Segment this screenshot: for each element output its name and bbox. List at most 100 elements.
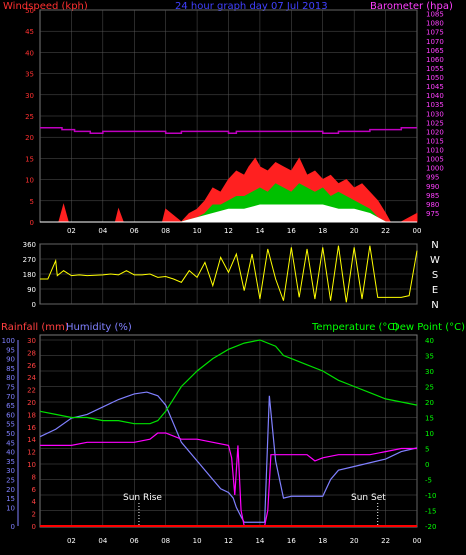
temperature-axis-label: Temperature (°C)	[311, 322, 398, 333]
humidity-tick-label: 0	[11, 523, 15, 531]
thermo-panel-plot	[39, 339, 418, 527]
direction-panel-grid	[40, 243, 418, 305]
hour-tick-label: 18	[318, 227, 327, 235]
rainfall-tick-label: 18	[27, 411, 36, 419]
windspeed-tick-label: 35	[25, 71, 34, 79]
temperature-tick-label: -15	[425, 508, 436, 516]
humidity-tick-label: 100	[2, 337, 15, 345]
barometer-tick-label: 1070	[426, 38, 444, 46]
barometer-tick-label: 1000	[426, 165, 444, 173]
barometer-tick-label: 1020	[426, 128, 444, 136]
rainfall-tick-label: 4	[32, 498, 37, 506]
thermo-panel-ticks: -20-15-10-505101520253035400246810121416…	[2, 337, 437, 545]
hour-tick-label: 20	[350, 537, 359, 545]
hour-tick-label: 16	[287, 227, 296, 235]
direction-tick-label: 270	[23, 256, 36, 264]
barometer-tick-label: 1015	[426, 137, 444, 145]
hour-tick-label: 08	[161, 227, 170, 235]
compass-label: N	[431, 240, 438, 251]
dewpoint-axis-label: Dew Point (°C)	[392, 322, 465, 333]
hour-tick-label: 18	[318, 537, 327, 545]
barometer-tick-label: 975	[426, 210, 439, 218]
temperature-tick-label: -10	[425, 492, 436, 500]
barometer-tick-label: 980	[426, 201, 439, 209]
temperature-tick-label: -5	[425, 477, 432, 485]
humidity-tick-label: 65	[6, 402, 15, 410]
barometer-tick-label: 1035	[426, 101, 444, 109]
windspeed-tick-label: 0	[30, 219, 34, 227]
humidity-tick-label: 95	[6, 346, 15, 354]
humidity-tick-label: 40	[6, 449, 15, 457]
hour-tick-label: 06	[130, 227, 139, 235]
direction-tick-label: 90	[27, 286, 36, 294]
hour-tick-label: 02	[67, 227, 76, 235]
humidity-tick-label: 50	[6, 430, 15, 438]
rainfall-tick-label: 26	[27, 362, 36, 370]
barometer-tick-label: 1060	[426, 56, 444, 64]
temperature-tick-label: 15	[425, 415, 434, 423]
hour-tick-label: 04	[98, 227, 107, 235]
barometer-series	[40, 127, 417, 134]
rainfall-tick-label: 20	[27, 399, 36, 407]
humidity-tick-label: 70	[6, 393, 15, 401]
rainfall-tick-label: 6	[32, 486, 37, 494]
dewpoint-series	[40, 432, 417, 527]
compass-label: E	[432, 285, 438, 296]
rainfall-axis-label: Rainfall (mm)	[1, 322, 69, 333]
barometer-tick-label: 1080	[426, 20, 444, 28]
rainfall-tick-label: 16	[27, 424, 36, 432]
hour-tick-label: 06	[130, 537, 139, 545]
rainfall-tick-label: 8	[32, 473, 36, 481]
hour-tick-label: 02	[67, 537, 76, 545]
wind-direction-series	[40, 245, 418, 303]
temperature-tick-label: 20	[425, 399, 434, 407]
humidity-tick-label: 45	[6, 439, 15, 447]
hour-tick-label: 08	[161, 537, 170, 545]
compass-label: S	[432, 270, 438, 281]
windspeed-tick-label: 20	[25, 134, 34, 142]
humidity-tick-label: 60	[6, 411, 15, 419]
hour-tick-label: 10	[193, 227, 202, 235]
direction-tick-label: 360	[23, 241, 36, 249]
barometer-tick-label: 995	[426, 174, 439, 182]
humidity-tick-label: 80	[6, 374, 15, 382]
hour-tick-label: 04	[98, 537, 107, 545]
rainfall-tick-label: 30	[27, 337, 36, 345]
wind-panel-ticks: 0510152025303540455097598098599099510001…	[25, 7, 444, 235]
hour-tick-label: 16	[287, 537, 296, 545]
windspeed-tick-label: 5	[30, 198, 34, 206]
barometer-tick-label: 1010	[426, 147, 444, 155]
windspeed-tick-label: 45	[25, 28, 34, 36]
humidity-tick-label: 25	[6, 477, 15, 485]
wind-panel-grid	[40, 9, 418, 223]
hour-tick-label: 22	[381, 537, 390, 545]
humidity-tick-label: 35	[6, 458, 15, 466]
rainfall-tick-label: 10	[27, 461, 36, 469]
barometer-tick-label: 1075	[426, 29, 444, 37]
hour-tick-label: 00	[413, 227, 422, 235]
barometer-tick-label: 1040	[426, 92, 444, 100]
rainfall-tick-label: 24	[27, 374, 36, 382]
barometer-tick-label: 1025	[426, 119, 444, 127]
barometer-tick-label: 990	[426, 183, 439, 191]
rainfall-tick-label: 2	[32, 511, 36, 519]
barometer-tick-label: 1030	[426, 110, 444, 118]
humidity-tick-label: 20	[6, 486, 15, 494]
temperature-tick-label: 10	[425, 430, 434, 438]
windspeed-tick-label: 30	[25, 92, 34, 100]
barometer-tick-label: 1065	[426, 47, 444, 55]
humidity-tick-label: 55	[6, 421, 15, 429]
humidity-tick-label: 30	[6, 467, 15, 475]
sunset-label: Sun Set	[351, 493, 386, 503]
direction-panel-plot	[40, 245, 418, 303]
rainfall-tick-label: 12	[27, 449, 36, 457]
hour-tick-label: 14	[255, 227, 264, 235]
humidity-axis-label: Humidity (%)	[66, 322, 132, 333]
barometer-tick-label: 1045	[426, 83, 444, 91]
humidity-tick-label: 75	[6, 384, 15, 392]
hour-tick-label: 14	[255, 537, 264, 545]
windspeed-tick-label: 15	[25, 155, 34, 163]
wind-panel-plot	[40, 127, 418, 223]
windspeed-tick-label: 10	[25, 177, 34, 185]
